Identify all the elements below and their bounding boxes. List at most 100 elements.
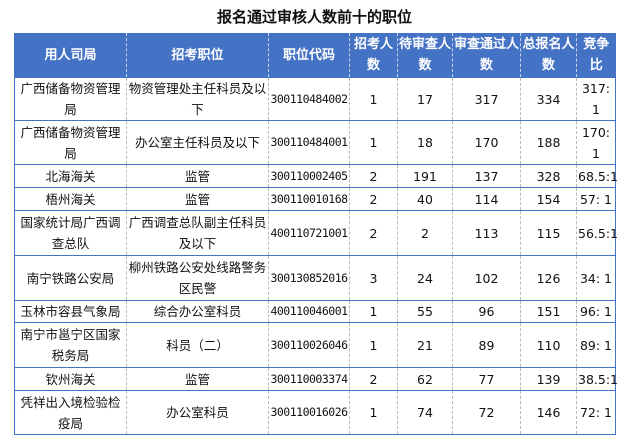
cell-code: 300110484001: [268, 120, 350, 165]
cell-total: 188: [520, 120, 577, 165]
cell-pending: 17: [397, 77, 453, 121]
table-row: 玉林市容县气象局 综合办公室科员 400110046001 1 55 96 151 96: 1: [14, 300, 616, 323]
cell-position: 办公室主任科员及以下: [126, 120, 269, 165]
cell-recruit: 1: [349, 300, 398, 323]
cell-ratio: 57: 1: [576, 187, 616, 211]
cell-recruit: 1: [349, 77, 398, 121]
cell-ratio: 38.5:1: [576, 367, 618, 391]
cell-recruit: 2: [349, 164, 398, 188]
cell-passed: 89: [452, 322, 521, 368]
table-row: 钦州海关 监管 300110003374 2 62 77 139 38.5:1: [14, 367, 618, 391]
cell-passed: 317: [452, 77, 521, 121]
table-row: 国家统计局广西调查总队 广西调查总队副主任科员及以下 400110721001 2 2 1…: [14, 210, 618, 256]
cell-dept: 南宁铁路公安局: [14, 255, 127, 301]
cell-position: 柳州铁路公安处线路警务区民警: [126, 255, 269, 301]
col-ratio: 竞争比: [576, 33, 616, 78]
cell-dept: 广西储备物资管理局: [14, 120, 127, 165]
table-row: 广西储备物资管理局 物资管理处主任科员及以下 300110484002 1 17 317 3…: [14, 77, 616, 121]
cell-recruit: 2: [349, 210, 398, 256]
cell-dept: 梧州海关: [14, 187, 127, 211]
cell-position: 监管: [126, 164, 269, 188]
cell-position: 监管: [126, 187, 269, 211]
cell-dept: 玉林市容县气象局: [14, 300, 127, 323]
cell-recruit: 3: [349, 255, 398, 301]
cell-dept: 北海海关: [14, 164, 127, 188]
cell-recruit: 1: [349, 390, 398, 435]
table-row: 南宁市邕宁区国家税务局 科员（二） 300110026046 1 21 89 110 89: …: [14, 322, 616, 368]
cell-ratio: 96: 1: [576, 300, 616, 323]
cell-ratio: 170: 1: [576, 120, 616, 165]
cell-passed: 77: [452, 367, 521, 391]
cell-pending: 55: [397, 300, 453, 323]
cell-total: 154: [520, 187, 577, 211]
cell-dept: 凭祥出入境检验检疫局: [14, 390, 127, 435]
cell-code: 300130852016: [268, 255, 350, 301]
positions-table: 用人司局 招考职位 职位代码 招考人数 待审查人数 审查通过人数 总报名人数 竞…: [14, 33, 618, 435]
cell-ratio: 317: 1: [576, 77, 616, 121]
cell-recruit: 2: [349, 367, 398, 391]
cell-passed: 114: [452, 187, 521, 211]
cell-code: 300110016026: [268, 390, 350, 435]
cell-position: 监管: [126, 367, 269, 391]
cell-dept: 南宁市邕宁区国家税务局: [14, 322, 127, 368]
cell-recruit: 2: [349, 187, 398, 211]
table-row: 南宁铁路公安局 柳州铁路公安处线路警务区民警 300130852016 3 24 102 1…: [14, 255, 616, 301]
cell-ratio: 56.5:1: [576, 210, 618, 256]
cell-total: 110: [520, 322, 577, 368]
table-title: 报名通过审核人数前十的职位: [216, 8, 412, 26]
col-recruit: 招考人数: [349, 33, 398, 78]
cell-ratio: 68.5:1: [576, 164, 618, 188]
cell-code: 300110002405: [268, 164, 350, 188]
col-dept: 用人司局: [14, 33, 127, 78]
cell-dept: 钦州海关: [14, 367, 127, 391]
cell-code: 300110010168: [268, 187, 350, 211]
cell-passed: 96: [452, 300, 521, 323]
cell-position: 办公室科员: [126, 390, 269, 435]
cell-total: 334: [520, 77, 577, 121]
header-row: 用人司局 招考职位 职位代码 招考人数 待审查人数 审查通过人数 总报名人数 竞…: [14, 33, 616, 78]
col-pending: 待审查人数: [397, 33, 453, 78]
cell-passed: 170: [452, 120, 521, 165]
table-row: 梧州海关 监管 300110010168 2 40 114 154 57: 1: [14, 187, 616, 211]
cell-code: 300110484002: [268, 77, 350, 121]
cell-ratio: 72: 1: [576, 390, 616, 435]
cell-position: 广西调查总队副主任科员及以下: [126, 210, 269, 256]
cell-position: 综合办公室科员: [126, 300, 269, 323]
cell-recruit: 1: [349, 322, 398, 368]
cell-ratio: 89: 1: [576, 322, 616, 368]
cell-dept: 国家统计局广西调查总队: [14, 210, 127, 256]
cell-passed: 113: [452, 210, 521, 256]
cell-total: 115: [520, 210, 577, 256]
cell-total: 151: [520, 300, 577, 323]
cell-pending: 40: [397, 187, 453, 211]
col-passed: 审查通过人数: [452, 33, 521, 78]
cell-code: 400110046001: [268, 300, 350, 323]
cell-total: 139: [520, 367, 577, 391]
col-position: 招考职位: [126, 33, 269, 78]
cell-total: 328: [520, 164, 577, 188]
cell-total: 126: [520, 255, 577, 301]
cell-position: 科员（二）: [126, 322, 269, 368]
col-total: 总报名人数: [520, 33, 577, 78]
cell-passed: 137: [452, 164, 521, 188]
cell-recruit: 1: [349, 120, 398, 165]
cell-pending: 191: [397, 164, 453, 188]
cell-passed: 72: [452, 390, 521, 435]
cell-pending: 74: [397, 390, 453, 435]
cell-position: 物资管理处主任科员及以下: [126, 77, 269, 121]
cell-pending: 24: [397, 255, 453, 301]
cell-pending: 62: [397, 367, 453, 391]
cell-code: 400110721001: [268, 210, 350, 256]
cell-passed: 102: [452, 255, 521, 301]
table-row: 北海海关 监管 300110002405 2 191 137 328 68.5:1: [14, 164, 618, 188]
cell-pending: 2: [397, 210, 453, 256]
cell-code: 300110003374: [268, 367, 350, 391]
table-row: 广西储备物资管理局 办公室主任科员及以下 300110484001 1 18 170 188…: [14, 120, 616, 165]
cell-code: 300110026046: [268, 322, 350, 368]
col-code: 职位代码: [268, 33, 350, 78]
cell-ratio: 34: 1: [576, 255, 616, 301]
cell-dept: 广西储备物资管理局: [14, 77, 127, 121]
table-row: 凭祥出入境检验检疫局 办公室科员 300110016026 1 74 72 146 72: 1: [14, 390, 616, 435]
cell-pending: 21: [397, 322, 453, 368]
cell-pending: 18: [397, 120, 453, 165]
